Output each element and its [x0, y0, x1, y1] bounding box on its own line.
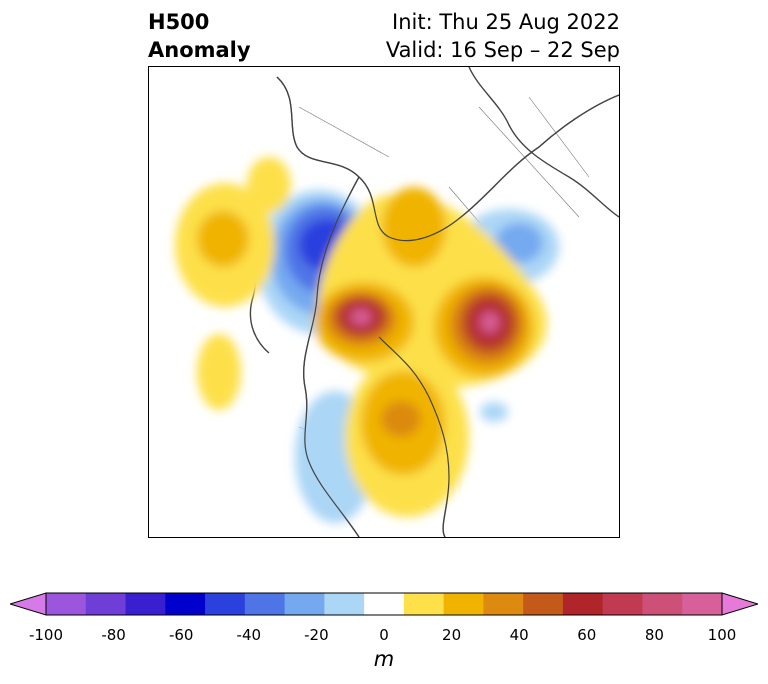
colorbar-tick-label: 40: [509, 626, 529, 644]
colorbar-tick-label: 60: [577, 626, 597, 644]
colorbar-tick-label: 80: [644, 626, 664, 644]
colorbar-segment: [443, 593, 484, 615]
colorbar-segment: [602, 593, 643, 615]
colorbar-segment: [682, 593, 723, 615]
colorbar-segment: [403, 593, 445, 615]
chart-title: H500 Anomaly: [148, 8, 251, 64]
colorbar-tick-label: 100: [707, 626, 737, 644]
colorbar-tick-label: -20: [304, 626, 329, 644]
colorbar-tick-label: 20: [442, 626, 462, 644]
map-panel: [148, 66, 620, 538]
colorbar-tick-label: -100: [28, 626, 64, 644]
date-info: Init: Thu 25 Aug 2022 Valid: 16 Sep – 22…: [386, 8, 620, 64]
anomaly-map: [175, 67, 619, 537]
colorbar-segment: [324, 593, 365, 615]
colorbar-border: [45, 592, 723, 616]
coastlines-top: [276, 76, 619, 537]
valid-range: Valid: 16 Sep – 22 Sep: [385, 38, 620, 62]
colorbar-tick-label: -40: [236, 626, 262, 644]
colorbar-segment: [85, 593, 127, 615]
init-date: Init: Thu 25 Aug 2022: [392, 10, 620, 34]
colorbar-tick-label: -80: [101, 626, 126, 644]
colorbar-extend-max: [721, 592, 760, 616]
colorbar-segment: [46, 593, 87, 615]
colorbar-segment: [244, 593, 286, 615]
title-line-1: H500: [148, 10, 210, 34]
colorbar-segment: [364, 593, 405, 615]
colorbar-segment: [205, 593, 246, 615]
colorbar: [8, 588, 760, 620]
colorbar-extend-min: [8, 592, 47, 616]
colorbar-segment: [483, 593, 524, 615]
colorbar-segment: [165, 593, 206, 615]
colorbar-tick-label: -60: [168, 626, 194, 644]
colorbar-graphic: [8, 592, 760, 616]
colorbar-segment: [523, 593, 564, 615]
colorbar-segment: [562, 593, 604, 615]
colorbar-unit: m: [373, 647, 395, 671]
colorbar-segment: [284, 593, 325, 615]
title-line-2: Anomaly: [148, 38, 251, 62]
colorbar-tick-label: 0: [379, 626, 389, 644]
colorbar-segment: [642, 593, 683, 615]
anomaly-fields: [175, 157, 559, 523]
colorbar-segment: [125, 593, 166, 615]
